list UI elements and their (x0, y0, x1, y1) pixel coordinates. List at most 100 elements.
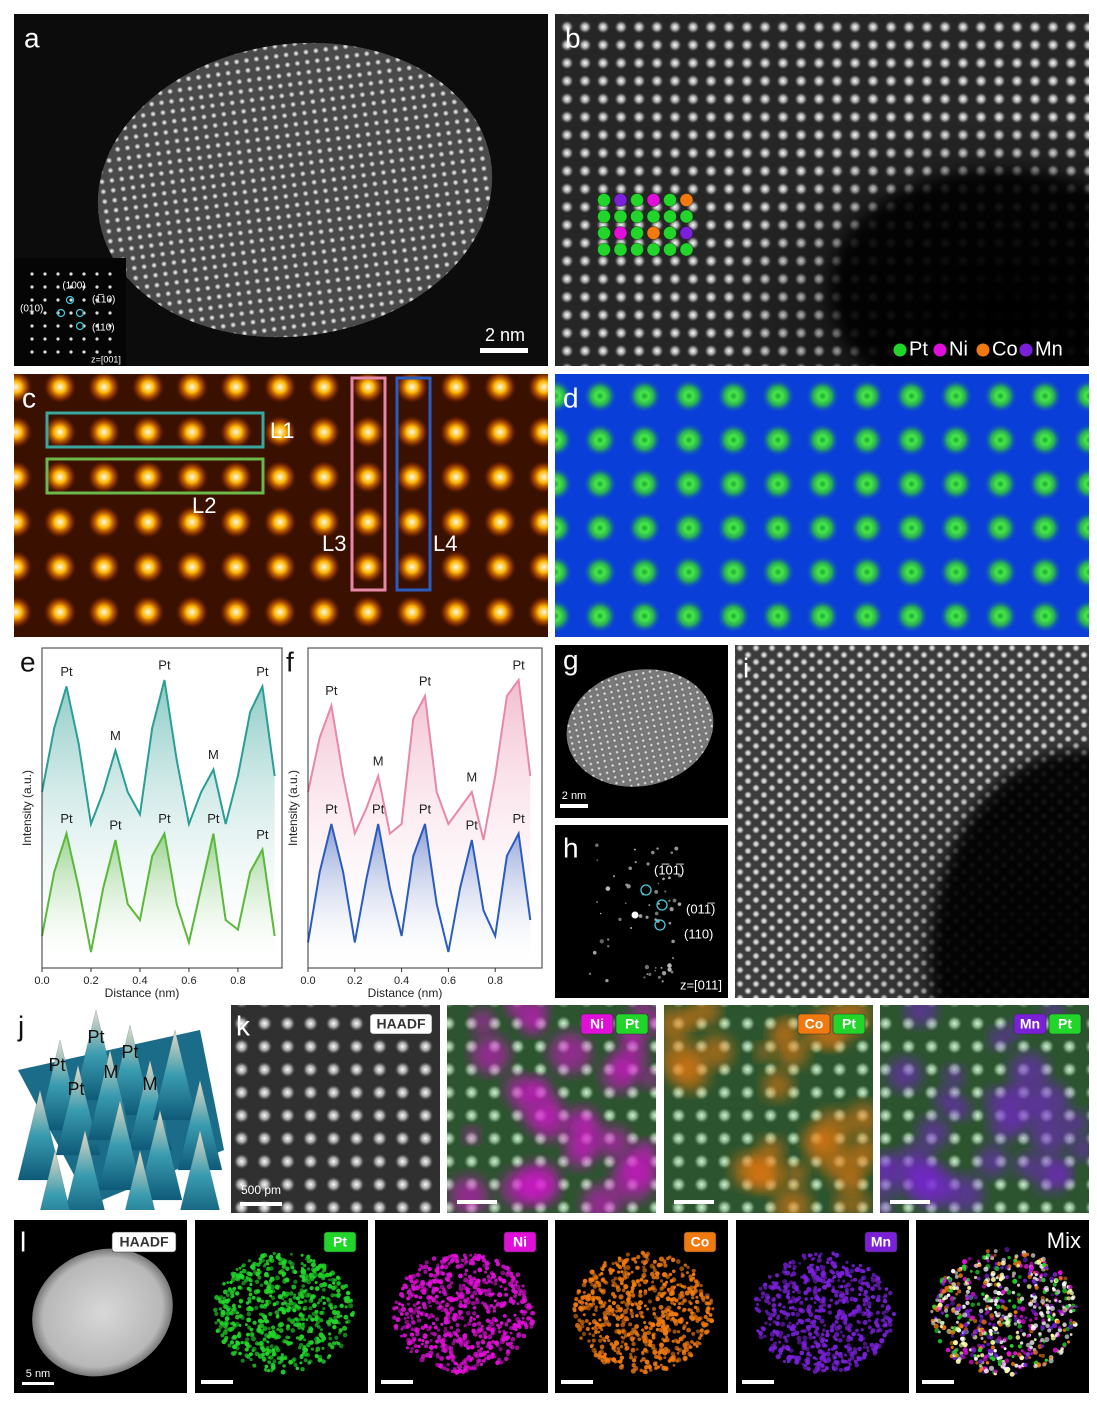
map-pixel (400, 1303, 404, 1307)
scale-bar (890, 1200, 930, 1204)
map-pixel (984, 1312, 988, 1316)
map-pixel (467, 1322, 471, 1326)
map-pixel (295, 1366, 299, 1371)
map-pixel (1038, 1306, 1042, 1310)
map-pixel (788, 1261, 792, 1265)
map-pixel (263, 1367, 267, 1371)
map-pixel (585, 1327, 590, 1332)
map-pixel (486, 1326, 492, 1332)
element-blotch (944, 1174, 984, 1213)
map-pixel (1040, 1295, 1045, 1301)
panel-l-map: Pt (195, 1220, 368, 1393)
map-pixel (954, 1310, 960, 1316)
atom-model (646, 242, 661, 257)
map-pixel (436, 1305, 442, 1311)
fft-spot (108, 272, 112, 276)
element-blotch (887, 1057, 922, 1092)
map-pixel (438, 1290, 442, 1294)
map-pixel (254, 1305, 259, 1311)
fft-spot (30, 298, 34, 302)
map-pixel (769, 1313, 774, 1318)
peak-label: Pt (372, 801, 385, 816)
map-pixel (1058, 1350, 1064, 1356)
map-pixel (1054, 1278, 1059, 1283)
map-pixel (611, 1262, 615, 1266)
fft-spot (82, 298, 86, 302)
atom-model (597, 209, 611, 224)
map-pixel (243, 1278, 249, 1283)
map-pixel (872, 1349, 878, 1355)
map-pixel (404, 1319, 410, 1325)
map-pixel (842, 1279, 846, 1283)
fft-spot (660, 966, 663, 969)
fft-spot (69, 298, 73, 302)
map-pixel (220, 1300, 226, 1305)
map-pixel (851, 1264, 855, 1268)
peak-label: Pt (67, 1079, 84, 1099)
map-pixel (459, 1263, 464, 1269)
map-pixel (875, 1282, 881, 1288)
map-pixel (416, 1310, 421, 1315)
fft-spot (82, 350, 86, 354)
map-pixel (967, 1285, 972, 1290)
map-pixel (691, 1268, 696, 1273)
map-pixel (312, 1303, 317, 1309)
map-pixel (847, 1357, 852, 1362)
map-pixel (252, 1320, 257, 1325)
map-pixel (845, 1260, 849, 1264)
map-pixel (619, 1344, 624, 1349)
map-pixel (299, 1274, 303, 1278)
map-pixel (711, 1307, 715, 1311)
map-pixel (312, 1272, 318, 1278)
map-pixel (642, 1331, 648, 1337)
map-pixel (320, 1338, 325, 1343)
scale-bar (22, 1382, 54, 1385)
fft-spot (605, 886, 611, 891)
map-pixel (459, 1316, 465, 1321)
map-pixel (986, 1296, 992, 1302)
map-pixel (943, 1295, 949, 1300)
map-pixel (487, 1277, 492, 1283)
map-pixel (328, 1273, 333, 1277)
map-pixel (342, 1332, 348, 1338)
map-pixel (465, 1310, 471, 1316)
map-pixel (817, 1365, 821, 1369)
map-pixel (594, 1280, 599, 1285)
map-pixel (305, 1275, 311, 1281)
map-pixel (806, 1304, 812, 1310)
map-pixel (302, 1344, 306, 1349)
map-pixel (591, 1333, 596, 1338)
peak-label: Pt (419, 673, 432, 688)
map-pixel (795, 1312, 801, 1317)
map-pixel (472, 1317, 476, 1321)
map-pixel (318, 1298, 323, 1303)
map-pixel (452, 1338, 458, 1343)
map-pixel (698, 1288, 704, 1294)
map-pixel (799, 1350, 805, 1356)
map-pixel (433, 1344, 438, 1349)
map-pixel (1034, 1302, 1039, 1307)
map-pixel (818, 1254, 822, 1258)
peak-label: Pt (512, 657, 525, 672)
map-pixel (499, 1284, 503, 1289)
map-pixel (417, 1344, 421, 1349)
fft-spot (670, 851, 674, 855)
map-pixel (1017, 1344, 1022, 1349)
map-pixel (490, 1321, 495, 1327)
map-pixel (796, 1335, 802, 1341)
panel-bg (555, 825, 728, 998)
map-pixel (614, 1329, 619, 1334)
element-blotch (822, 1031, 841, 1050)
map-pixel (668, 1272, 673, 1277)
element-blotch (601, 1057, 637, 1093)
map-pixel (697, 1336, 702, 1340)
map-pixel (251, 1349, 255, 1353)
map-pixel (867, 1310, 871, 1314)
element-blotch (984, 1087, 1011, 1115)
map-pixel (282, 1291, 286, 1295)
map-pixel (1007, 1335, 1013, 1340)
map-pixel (515, 1317, 521, 1323)
element-blotch (634, 1140, 656, 1162)
map-pixel (801, 1362, 805, 1367)
map-pixel (472, 1284, 478, 1290)
